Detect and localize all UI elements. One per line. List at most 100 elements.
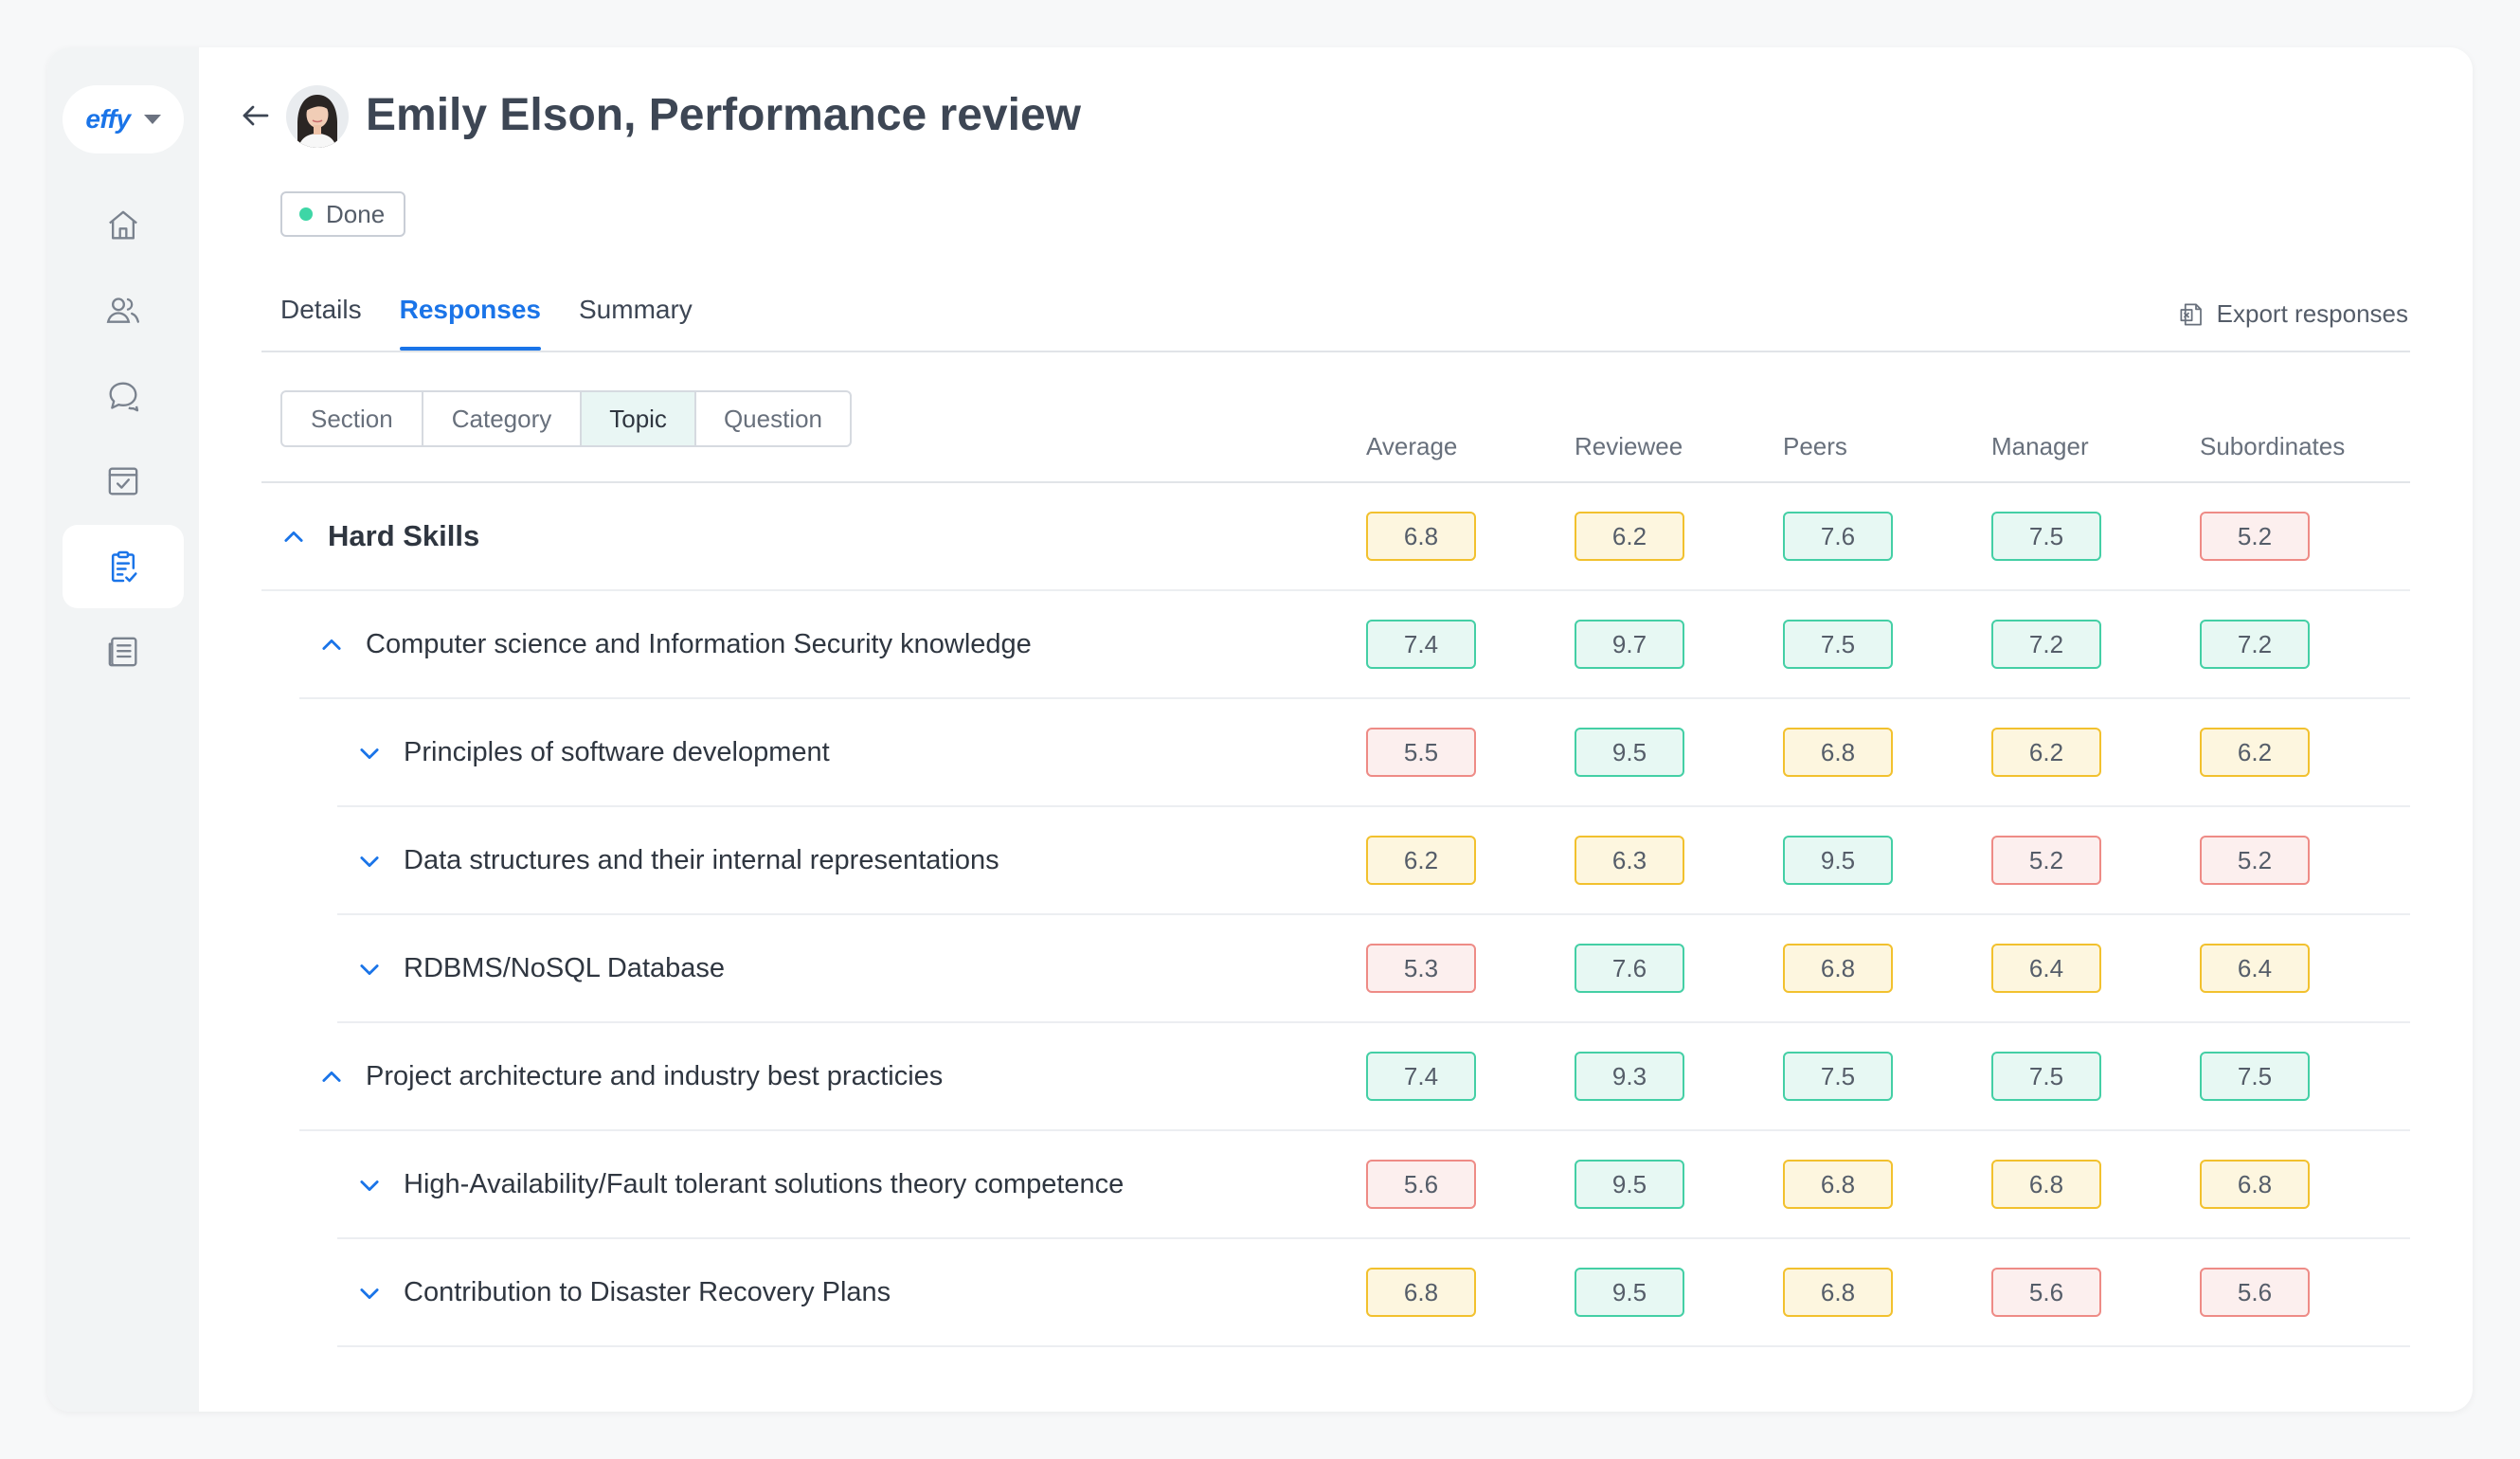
score-badge-manager: 6.4: [1991, 944, 2101, 993]
score-badge-manager: 6.2: [1991, 728, 2101, 777]
sidebar-item-documents[interactable]: [63, 610, 184, 693]
chevron-up-icon[interactable]: [280, 524, 307, 550]
effy-logo: effy: [85, 104, 131, 134]
score-badge-subordinates: 6.2: [2200, 728, 2310, 777]
group-by-question[interactable]: Question: [723, 404, 823, 433]
chevron-down-icon[interactable]: [356, 956, 383, 982]
table-row[interactable]: Data structures and their internal repre…: [337, 807, 2410, 915]
group-by-topic[interactable]: Topic: [582, 392, 696, 445]
excel-icon: [2180, 303, 2202, 325]
status-label: Done: [326, 199, 386, 228]
group-by-category[interactable]: Category: [423, 392, 583, 445]
score-badge-subordinates: 7.5: [2200, 1052, 2310, 1101]
score-badge-average: 5.6: [1366, 1160, 1476, 1209]
score-badge-manager: 5.2: [1991, 836, 2101, 885]
row-divider: [337, 1021, 2410, 1023]
chevron-down-icon[interactable]: [356, 1172, 383, 1198]
score-badge-average: 5.3: [1366, 944, 1476, 993]
document-list-icon: [108, 637, 137, 667]
score-badge-reviewee: 9.5: [1575, 728, 1684, 777]
avatar-image: [286, 85, 349, 148]
chevron-down-icon: [143, 115, 161, 124]
row-divider: [299, 1129, 2410, 1131]
row-divider: [337, 913, 2410, 915]
score-badge-reviewee: 7.6: [1575, 944, 1684, 993]
group-by-selector: Section Category Topic Question: [280, 390, 853, 447]
score-badge-peers: 7.5: [1783, 620, 1893, 669]
chat-icon: [109, 382, 139, 412]
inbox-check-icon: [108, 467, 138, 495]
table-row[interactable]: Project architecture and industry best p…: [299, 1023, 2410, 1131]
sidebar-item-inbox[interactable]: [63, 440, 184, 523]
score-badge-average: 7.4: [1366, 1052, 1476, 1101]
sidebar-item-messages[interactable]: [63, 354, 184, 438]
row-label: Computer science and Information Securit…: [366, 629, 1032, 659]
score-badge-manager: 7.5: [1991, 512, 2101, 561]
score-badge-peers: 6.8: [1783, 1160, 1893, 1209]
main-content: Emily Elson, Performance review Done Det…: [199, 47, 2473, 1412]
table-row[interactable]: Computer science and Information Securit…: [299, 591, 2410, 699]
score-badge-manager: 5.6: [1991, 1268, 2101, 1317]
row-label: Hard Skills: [328, 519, 480, 552]
column-header-reviewee: Reviewee: [1575, 432, 1683, 460]
score-badge-subordinates: 6.8: [2200, 1160, 2310, 1209]
score-badge-subordinates: 6.4: [2200, 944, 2310, 993]
score-badge-subordinates: 5.2: [2200, 512, 2310, 561]
row-label: Project architecture and industry best p…: [366, 1061, 944, 1091]
clipboard-check-icon: [111, 550, 137, 583]
table-row[interactable]: Hard Skills 6.8 6.2 7.6 7.5 5.2: [261, 483, 2410, 591]
row-label: Data structures and their internal repre…: [404, 845, 999, 875]
score-badge-peers: 6.8: [1783, 1268, 1893, 1317]
sidebar-item-reviews[interactable]: [63, 525, 184, 608]
score-badge-average: 6.8: [1366, 1268, 1476, 1317]
column-header-average: Average: [1366, 432, 1458, 460]
column-header-peers: Peers: [1783, 432, 1847, 460]
chevron-down-icon[interactable]: [356, 848, 383, 874]
row-divider: [337, 1237, 2410, 1239]
row-label: Principles of software development: [404, 737, 830, 767]
row-divider: [337, 1345, 2410, 1347]
app-window: effy: [47, 47, 2473, 1412]
back-arrow-icon[interactable]: [239, 99, 273, 133]
tab-responses[interactable]: Responses: [399, 294, 542, 351]
table-row[interactable]: RDBMS/NoSQL Database 5.3 7.6 6.8 6.4 6.4: [337, 915, 2410, 1023]
tabs-divider: [261, 351, 2410, 352]
group-by-section[interactable]: Section: [282, 392, 423, 445]
status-badge: Done: [280, 191, 406, 237]
row-divider: [337, 805, 2410, 807]
score-badge-subordinates: 5.2: [2200, 836, 2310, 885]
column-header-manager: Manager: [1991, 432, 2089, 460]
score-badge-average: 7.4: [1366, 620, 1476, 669]
score-badge-peers: 7.6: [1783, 512, 1893, 561]
people-icon: [106, 297, 139, 323]
table-row[interactable]: Principles of software development 5.5 9.5…: [337, 699, 2410, 807]
score-badge-peers: 6.8: [1783, 728, 1893, 777]
table-row[interactable]: Contribution to Disaster Recovery Plans 6…: [337, 1239, 2410, 1347]
score-badge-manager: 7.2: [1991, 620, 2101, 669]
tab-summary[interactable]: Summary: [579, 295, 693, 324]
chevron-down-icon[interactable]: [356, 1280, 383, 1306]
row-label: RDBMS/NoSQL Database: [404, 953, 726, 983]
tab-bar: Details Responses Summary: [280, 294, 693, 351]
row-divider: [261, 589, 2410, 591]
chevron-down-icon[interactable]: [356, 740, 383, 766]
score-badge-peers: 6.8: [1783, 944, 1893, 993]
export-responses-button[interactable]: Export responses: [2177, 299, 2408, 329]
score-badge-reviewee: 9.5: [1575, 1160, 1684, 1209]
workspace-switcher[interactable]: effy: [63, 85, 184, 153]
score-badge-peers: 9.5: [1783, 836, 1893, 885]
chevron-up-icon[interactable]: [318, 632, 345, 658]
table-header-divider: [261, 481, 2410, 483]
home-icon: [109, 210, 137, 240]
score-badge-average: 5.5: [1366, 728, 1476, 777]
chevron-up-icon[interactable]: [318, 1064, 345, 1090]
tab-details[interactable]: Details: [280, 295, 362, 324]
score-badge-average: 6.8: [1366, 512, 1476, 561]
score-badge-reviewee: 9.5: [1575, 1268, 1684, 1317]
score-badge-average: 6.2: [1366, 836, 1476, 885]
sidebar-item-home[interactable]: [63, 184, 184, 267]
score-badge-reviewee: 6.3: [1575, 836, 1684, 885]
sidebar: effy: [47, 47, 199, 1412]
table-row[interactable]: High-Availability/Fault tolerant solutio…: [337, 1131, 2410, 1239]
sidebar-item-people[interactable]: [63, 269, 184, 352]
